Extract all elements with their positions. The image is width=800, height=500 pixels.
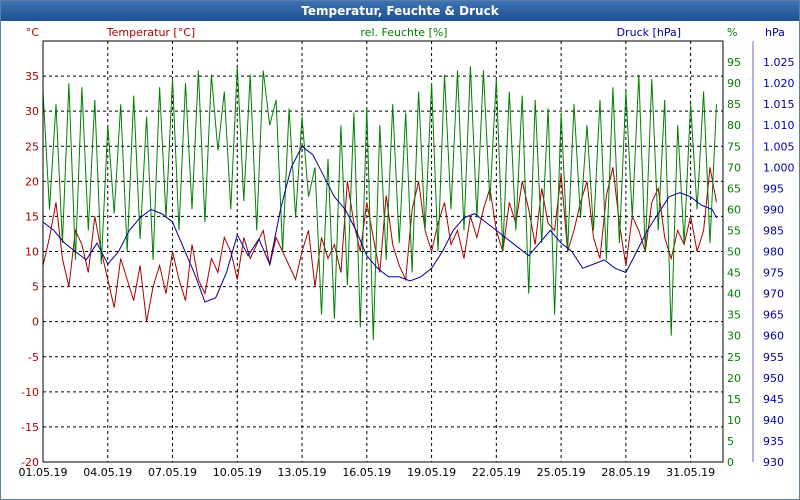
window-title: Temperatur, Feuchte & Druck — [1, 1, 799, 21]
humidity-tick-label: 70 — [727, 161, 741, 174]
pressure-tick-label: 1.020 — [763, 77, 795, 90]
x-tick-label: 10.05.19 — [213, 466, 262, 479]
pressure-tick-label: 1.005 — [763, 140, 795, 153]
humidity-tick-label: 35 — [727, 309, 741, 322]
pressure-tick-label: 980 — [763, 246, 784, 259]
temperature-tick-label: 20 — [25, 175, 39, 188]
pressure-unit-label: hPa — [765, 26, 785, 39]
pressure-axis-title: Druck [hPa] — [617, 26, 681, 39]
humidity-tick-label: 15 — [727, 393, 741, 406]
humidity-tick-label: 75 — [727, 140, 741, 153]
pressure-tick-label: 985 — [763, 224, 784, 237]
humidity-tick-label: 0 — [727, 456, 734, 469]
humidity-tick-label: 5 — [727, 435, 734, 448]
x-tick-label: 13.05.19 — [278, 466, 327, 479]
grid — [43, 41, 723, 462]
humidity-tick-label: 45 — [727, 267, 741, 280]
series-line-pressure — [42, 145, 717, 303]
humidity-axis-title: rel. Feuchte [%] — [360, 26, 447, 39]
humidity-tick-label: 60 — [727, 203, 741, 216]
x-tick-label: 28.05.19 — [601, 466, 650, 479]
pressure-tick-label: 935 — [763, 435, 784, 448]
humidity-unit-label: % — [727, 26, 737, 39]
humidity-tick-label: 10 — [727, 414, 741, 427]
temperature-tick-label: 10 — [25, 246, 39, 259]
series-line-humidity — [42, 66, 717, 340]
pressure-tick-label: 960 — [763, 330, 784, 343]
pressure-tick-label: 970 — [763, 288, 784, 301]
pressure-tick-label: 940 — [763, 414, 784, 427]
humidity-tick-label: 85 — [727, 98, 741, 111]
humidity-tick-label: 40 — [727, 288, 741, 301]
humidity-tick-label: 90 — [727, 77, 741, 90]
temperature-tick-label: 0 — [32, 316, 39, 329]
x-tick-label: 01.05.19 — [19, 466, 68, 479]
series-line-temperature — [42, 167, 717, 322]
temperature-tick-label: -5 — [28, 351, 39, 364]
humidity-tick-label: 20 — [727, 372, 741, 385]
pressure-tick-label: 1.000 — [763, 161, 795, 174]
x-tick-label: 22.05.19 — [472, 466, 521, 479]
series-layer — [42, 66, 717, 340]
x-tick-label: 04.05.19 — [83, 466, 132, 479]
x-axis: 01.05.19 04.05.19 07.05.19 10.05.19 13.05.19… — [19, 466, 716, 479]
pressure-tick-label: 990 — [763, 203, 784, 216]
temperature-axis-title: Temperatur [°C] — [106, 26, 195, 39]
humidity-tick-label: 25 — [727, 351, 741, 364]
humidity-tick-label: 50 — [727, 246, 741, 259]
temperature-tick-label: -10 — [21, 386, 39, 399]
x-tick-label: 31.05.19 — [666, 466, 715, 479]
pressure-tick-label: 1.010 — [763, 119, 795, 132]
pressure-tick-label: 995 — [763, 182, 784, 195]
temperature-tick-label: 5 — [32, 281, 39, 294]
pressure-tick-label: 975 — [763, 267, 784, 280]
temperature-tick-label: 15 — [25, 210, 39, 223]
pressure-tick-label: 950 — [763, 372, 784, 385]
humidity-tick-label: 65 — [727, 182, 741, 195]
x-tick-label: 07.05.19 — [148, 466, 197, 479]
humidity-tick-label: 55 — [727, 224, 741, 237]
pressure-tick-label: 1.015 — [763, 98, 795, 111]
temperature-tick-label: 30 — [25, 105, 39, 118]
humidity-tick-label: 95 — [727, 56, 741, 69]
temperature-tick-label: 35 — [25, 70, 39, 83]
temperature-tick-label: 25 — [25, 140, 39, 153]
temperature-tick-label: -20 — [21, 456, 39, 469]
pressure-tick-label: 1.025 — [763, 56, 795, 69]
x-tick-label: 16.05.19 — [342, 466, 391, 479]
pressure-tick-label: 930 — [763, 456, 784, 469]
chart-area: -20 -15 -10 -5 0 5 10 15 20 25 30 35 0 5 10 15 20 25 30 35… — [19, 26, 795, 479]
temperature-unit-label: °C — [26, 26, 40, 39]
temperature-axis: -20 -15 -10 -5 0 5 10 15 20 25 30 35 — [21, 70, 39, 469]
x-tick-label: 19.05.19 — [407, 466, 456, 479]
pressure-tick-label: 955 — [763, 351, 784, 364]
temperature-tick-label: -15 — [21, 421, 39, 434]
plot-frame — [42, 40, 724, 463]
pressure-tick-label: 945 — [763, 393, 784, 406]
humidity-tick-label: 80 — [727, 119, 741, 132]
pressure-tick-label: 965 — [763, 309, 784, 322]
humidity-axis: 0 5 10 15 20 25 30 35 40 45 50 55 60 65 70 75 80 85 90 95 — [727, 41, 754, 469]
x-tick-label: 25.05.19 — [537, 466, 586, 479]
axis-titles: °C Temperatur [°C] rel. Feuchte [%] Druck [… — [26, 26, 785, 39]
pressure-axis: 930 935 940 945 950 955 960 965 970 975 980 985 990 9… — [763, 56, 795, 469]
humidity-tick-label: 30 — [727, 330, 741, 343]
